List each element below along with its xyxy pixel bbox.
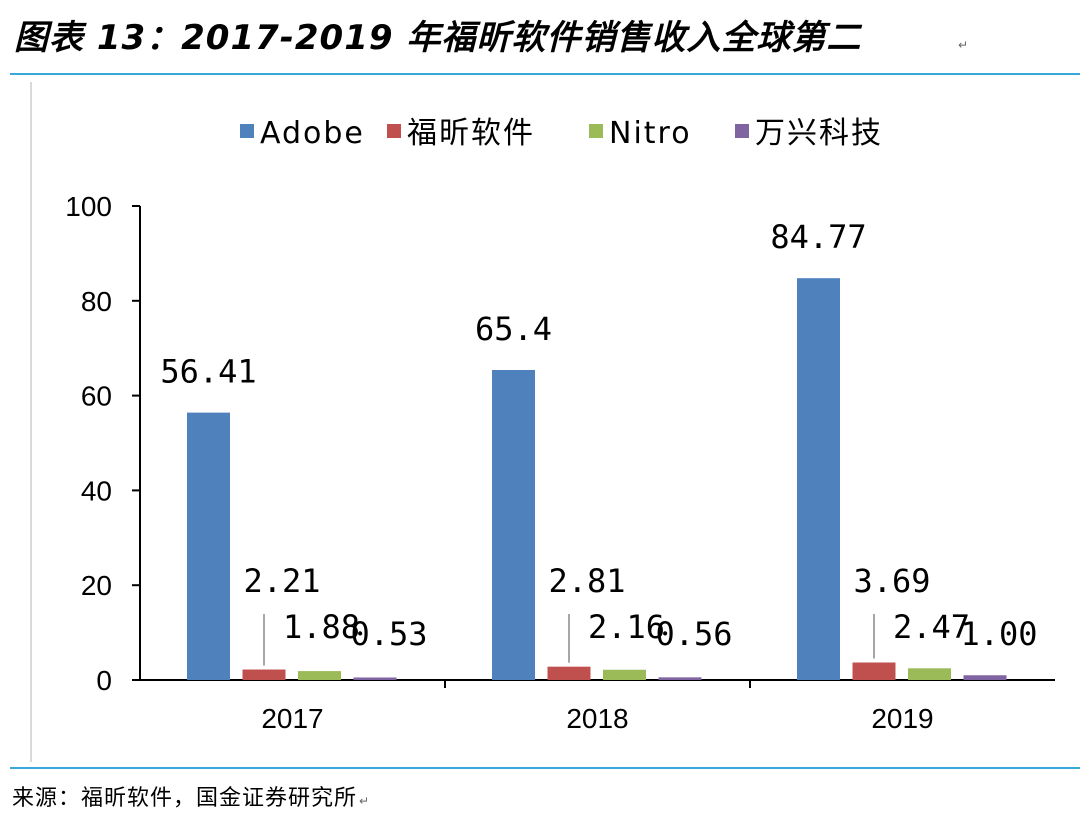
data-label-福昕软件-2017: 2.21	[243, 562, 320, 600]
y-tick-label-80: 80	[81, 286, 112, 317]
legend-swatch-福昕软件	[387, 124, 401, 138]
data-label-万兴科技-2018: 0.56	[655, 615, 732, 653]
y-tick-label-20: 20	[81, 570, 112, 601]
data-label-万兴科技-2019: 1.00	[960, 615, 1037, 653]
legend-swatch-万兴科技	[735, 124, 749, 138]
title-divider	[10, 73, 1080, 75]
bar-nitro-2019	[908, 668, 951, 680]
y-tick-label-0: 0	[96, 665, 112, 696]
bar-adobe-2017	[187, 412, 230, 680]
data-labels: 56.41 65.4 84.77 2.21 2.81 3.69 1.88 2.16 2.47 0.…	[160, 218, 1037, 653]
x-tick-label-2019: 2019	[871, 703, 933, 734]
source-text: 来源：福昕软件，国金证券研究所	[12, 786, 358, 811]
data-label-adobe-2017: 56.41	[160, 353, 256, 391]
bar-福昕软件-2019	[852, 662, 896, 680]
label-leader-lines	[263, 614, 875, 666]
data-label-adobe-2018: 65.4	[475, 310, 552, 348]
bar-万兴科技-2018	[658, 677, 702, 680]
y-tick-label-100: 100	[65, 191, 112, 222]
data-label-nitro-2018: 2.16	[588, 608, 665, 646]
data-label-福昕软件-2019: 3.69	[853, 562, 930, 600]
bar-福昕软件-2017	[242, 669, 286, 680]
y-axis: 0 20 40 60 80 100	[65, 191, 141, 696]
bar-nitro-2018	[603, 669, 646, 680]
bar-万兴科技-2017	[353, 677, 397, 680]
data-label-福昕软件-2018: 2.81	[548, 562, 625, 600]
paragraph-mark: ↵	[958, 38, 969, 52]
legend-label-adobe: Adobe	[260, 116, 365, 151]
y-tick-label-60: 60	[81, 381, 112, 412]
bar-adobe-2018	[492, 370, 535, 680]
legend-label-nitro: Nitro	[609, 116, 692, 151]
chart-title: 图表 13：2017-2019 年福昕软件销售收入全球第二	[14, 18, 862, 58]
chart-legend: Adobe 福昕软件 Nitro 万兴科技	[240, 116, 883, 151]
y-tick-label-40: 40	[81, 475, 112, 506]
legend-swatch-adobe	[240, 124, 254, 138]
x-tick-label-2017: 2017	[261, 703, 323, 734]
legend-label-福昕软件: 福昕软件	[407, 116, 535, 151]
data-label-nitro-2019: 2.47	[893, 608, 970, 646]
x-axis: 2017 2018 2019	[140, 679, 1055, 734]
bar-福昕软件-2018	[547, 666, 591, 680]
chart-frame	[30, 82, 1080, 762]
footer-divider	[10, 767, 1080, 769]
x-tick-label-2018: 2018	[566, 703, 628, 734]
legend-label-万兴科技: 万兴科技	[755, 116, 883, 151]
bar-adobe-2019	[797, 278, 840, 680]
bars	[187, 278, 1007, 680]
bar-nitro-2017	[298, 671, 341, 680]
bar-万兴科技-2019	[963, 675, 1007, 680]
legend-swatch-nitro	[589, 124, 603, 138]
data-label-万兴科技-2017: 0.53	[350, 615, 427, 653]
data-label-adobe-2019: 84.77	[770, 218, 866, 256]
data-label-nitro-2017: 1.88	[283, 608, 360, 646]
source-note: 来源：福昕软件，国金证券研究所 ↵	[12, 786, 371, 811]
